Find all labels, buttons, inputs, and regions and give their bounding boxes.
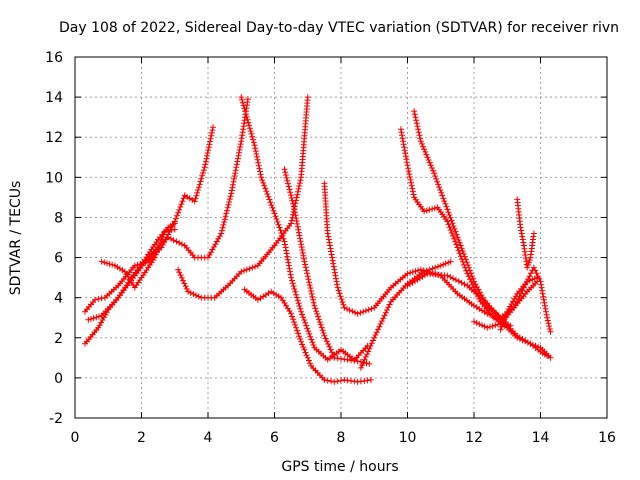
series-plus-markers: [82, 124, 216, 315]
data-traces: [82, 94, 554, 385]
y-tick-label: 12: [45, 130, 63, 146]
x-axis-label: GPS time / hours: [281, 459, 398, 475]
x-tick-label: 8: [337, 430, 346, 446]
y-tick-label: 14: [45, 90, 63, 106]
series-arc-7: [281, 166, 373, 367]
x-tick-label: 0: [71, 430, 80, 446]
series-plus-markers: [397, 126, 554, 361]
y-tick-label: -2: [49, 411, 63, 427]
x-tick-label: 12: [465, 430, 483, 446]
series-plus-markers: [241, 286, 374, 385]
series-arc-15: [514, 196, 537, 271]
x-tick-label: 4: [204, 430, 213, 446]
x-tick-label: 6: [270, 430, 279, 446]
y-tick-label: 4: [54, 291, 63, 307]
series-arc-4: [98, 226, 178, 291]
series-line: [84, 127, 214, 313]
chart-title: Day 108 of 2022, Sidereal Day-to-day VTE…: [59, 20, 619, 36]
series-plus-markers: [238, 94, 371, 363]
series-line: [360, 260, 451, 369]
series-line: [400, 129, 551, 359]
series-arc-11: [397, 126, 554, 361]
series-arc-6: [238, 94, 371, 363]
series-plus-markers: [98, 226, 178, 291]
y-tick-label: 6: [54, 251, 63, 267]
x-tick-label: 14: [532, 430, 550, 446]
y-tick-label: 0: [54, 371, 63, 387]
series-line: [244, 289, 372, 383]
series-plus-markers: [175, 94, 311, 301]
y-tick-label: 2: [54, 331, 63, 347]
axis-ticks: 0 2 4 6 8 10 12 14 16 -2 0 2 4 6 8 10 12 14 16: [45, 50, 616, 446]
y-tick-label: 10: [45, 170, 63, 186]
series-arc-9: [321, 180, 514, 329]
series-line: [101, 228, 175, 289]
series-plus-markers: [281, 166, 373, 367]
x-tick-label: 16: [598, 430, 616, 446]
series-arc-8: [241, 286, 374, 385]
y-axis-label: SDTVAR / TECUs: [8, 181, 24, 296]
gridlines: [75, 57, 607, 418]
series-plus-markers: [321, 180, 514, 329]
series-plus-markers: [497, 274, 541, 333]
series-plus-markers: [514, 196, 537, 271]
x-tick-label: 2: [137, 430, 146, 446]
y-tick-label: 16: [45, 50, 63, 66]
series-arc-1: [82, 124, 216, 315]
series-arc-16: [497, 274, 541, 333]
x-tick-label: 10: [399, 430, 417, 446]
series-arc-13: [404, 270, 551, 359]
y-tick-label: 8: [54, 210, 63, 226]
